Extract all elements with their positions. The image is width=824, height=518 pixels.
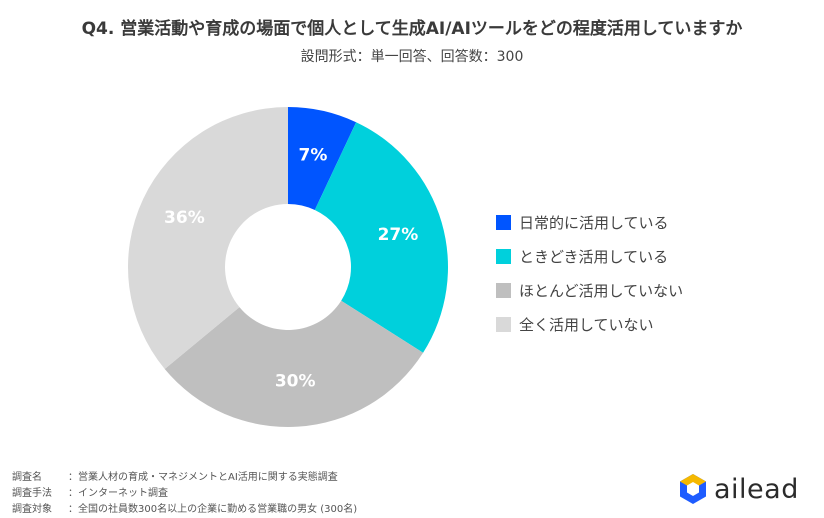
note-label: 調査名	[12, 472, 42, 483]
note-row: 調査手法 ： インターネット調査	[12, 486, 357, 502]
note-separator: ：	[68, 504, 78, 515]
note-text: インターネット調査	[78, 488, 168, 499]
brand-logo: ailead	[678, 473, 799, 505]
donut-slice	[288, 107, 357, 210]
legend-label: ときどき活用している	[519, 247, 669, 266]
note-text: 全国の社員数300名以上の企業に勤める営業職の男女 (300名)	[78, 504, 358, 515]
legend-item: 日常的に活用している	[496, 205, 683, 239]
note-row: 調査名 ： 営業人材の育成・マネジメントとAI活用に関する実態調査	[12, 470, 357, 486]
donut-slice	[128, 107, 288, 369]
legend-swatch	[496, 248, 511, 264]
note-text: 営業人材の育成・マネジメントとAI活用に関する実態調査	[78, 472, 338, 483]
legend-item: ほとんど活用していない	[496, 273, 683, 307]
chart-title: Q4. 営業活動や育成の場面で個人として生成AI/AIツールをどの程度活用してい…	[81, 19, 743, 39]
legend-label: 日常的に活用している	[519, 213, 669, 232]
slice-data-label: 27%	[378, 225, 419, 245]
legend-item: 全く活用していない	[496, 307, 683, 341]
note-label: 調査手法	[12, 488, 52, 499]
survey-notes: 調査名 ： 営業人材の育成・マネジメントとAI活用に関する実態調査 調査手法 ：…	[12, 470, 357, 518]
note-label: 調査対象	[12, 504, 52, 515]
slice-data-label: 36%	[164, 208, 205, 228]
chart-subtitle: 設問形式：単一回答、回答数：300	[300, 49, 524, 65]
note-row: 調査対象 ： 全国の社員数300名以上の企業に勤める営業職の男女 (300名)	[12, 502, 357, 518]
legend-swatch	[496, 282, 511, 298]
chart-legend: 日常的に活用している ときどき活用している ほとんど活用していない 全く活用して…	[496, 205, 683, 341]
legend-swatch	[496, 214, 511, 230]
legend-item: ときどき活用している	[496, 239, 683, 273]
hexagon-logo-icon	[680, 474, 706, 504]
slice-data-label: 7%	[299, 145, 328, 165]
donut-slice	[314, 122, 449, 353]
brand-name: ailead	[714, 473, 799, 505]
legend-label: 全く活用していない	[519, 315, 654, 334]
note-separator: ：	[68, 472, 78, 483]
slice-data-label: 30%	[275, 371, 316, 391]
donut-slice	[164, 300, 424, 427]
legend-label: ほとんど活用していない	[519, 281, 684, 300]
legend-swatch	[496, 316, 511, 332]
note-separator: ：	[68, 488, 78, 499]
